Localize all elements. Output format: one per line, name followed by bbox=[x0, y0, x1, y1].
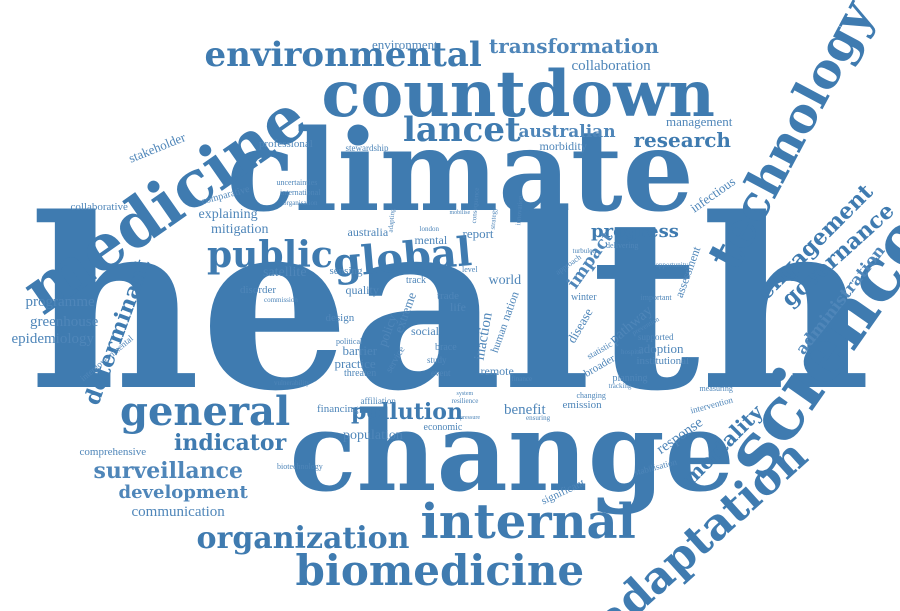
word-design: design bbox=[325, 311, 355, 324]
word-stewardship: stewardship bbox=[345, 142, 389, 153]
word-level: level bbox=[462, 265, 478, 274]
word-institutional: institutional bbox=[636, 354, 690, 367]
word-threaten: threaten bbox=[344, 368, 377, 379]
word-mitigation: mitigation bbox=[211, 222, 269, 237]
word-environmental: environmental bbox=[204, 35, 482, 75]
word-hospital: hospital bbox=[621, 347, 644, 356]
word-practice: practice bbox=[334, 355, 376, 371]
word-changing: changing bbox=[576, 391, 606, 400]
word-finance: finance bbox=[511, 374, 533, 383]
word-internal: internal bbox=[420, 494, 636, 550]
word-programme: programme bbox=[25, 293, 95, 310]
word-sensing: sensing bbox=[329, 264, 363, 277]
word-organisation: organisation bbox=[283, 198, 318, 207]
word-australia: australia bbox=[347, 225, 389, 239]
word-biomedicine: biomedicine bbox=[295, 546, 585, 595]
word-communication: communication bbox=[131, 503, 225, 520]
word-event: event bbox=[431, 367, 451, 378]
word-epidemiology: epidemiology bbox=[11, 330, 95, 347]
word-life: life bbox=[450, 300, 466, 314]
word-transformation: transformation bbox=[489, 34, 659, 58]
word-morbidity: morbidity bbox=[539, 139, 587, 153]
word-world: world bbox=[488, 273, 522, 288]
word-greenhouse: greenhouse bbox=[30, 313, 99, 330]
word-comprehensive: comprehensive bbox=[79, 445, 147, 458]
word-emission: emission bbox=[562, 398, 602, 411]
word-australian: australian bbox=[518, 121, 616, 142]
word-remote: remote bbox=[480, 364, 514, 378]
word-adoption: adoption bbox=[638, 340, 684, 356]
word-political: political bbox=[336, 337, 363, 346]
word-public: public bbox=[207, 234, 333, 276]
word-professional: professional bbox=[259, 137, 313, 150]
word-mobilise: mobilise bbox=[449, 210, 471, 216]
word-pressure: pressure bbox=[460, 415, 480, 421]
word-trade: trade bbox=[437, 289, 459, 302]
word-management: management bbox=[666, 113, 733, 129]
word-track: track bbox=[406, 275, 426, 286]
word-measuring: measuring bbox=[699, 384, 733, 393]
word-affiliation: affiliation bbox=[360, 395, 396, 406]
word-environment: environment bbox=[372, 36, 438, 52]
word-surveillance: surveillance bbox=[93, 458, 243, 484]
word-commission: commission bbox=[264, 295, 298, 304]
word-economic: economic bbox=[423, 422, 463, 433]
word-disorder: disorder bbox=[240, 283, 277, 296]
word-development: development bbox=[118, 482, 248, 503]
word-social: social bbox=[411, 324, 439, 338]
word-tracking: tracking bbox=[608, 381, 632, 390]
word-research: research bbox=[633, 128, 731, 152]
word-population: population bbox=[343, 428, 403, 443]
word-organization: organization bbox=[196, 521, 410, 556]
word-satellite: satellite bbox=[263, 265, 307, 280]
word-vulnerability: vulnerability bbox=[274, 378, 310, 387]
word-resilience: resilience bbox=[451, 396, 479, 405]
word-international: international bbox=[280, 188, 321, 197]
word-winter: winter bbox=[571, 292, 597, 303]
word-pollution: pollution bbox=[351, 399, 463, 425]
word-progress: progress bbox=[591, 221, 679, 242]
word-climate: climate bbox=[226, 106, 694, 237]
word-opportunity: opportunity bbox=[655, 260, 689, 269]
word-lancet: lancet bbox=[403, 110, 521, 150]
word-brace: brace bbox=[435, 342, 457, 353]
word-system: system bbox=[456, 391, 474, 397]
word-financing: financing bbox=[317, 402, 359, 415]
word-supported: supported bbox=[638, 331, 674, 342]
word-benefit: benefit bbox=[504, 401, 546, 418]
word-report: report bbox=[462, 225, 494, 241]
word-collaborative: collaborative bbox=[70, 200, 128, 213]
word-ensuring: ensuring bbox=[526, 413, 551, 422]
word-health: health bbox=[29, 166, 871, 443]
word-general: general bbox=[120, 388, 291, 435]
word-planning: planning bbox=[612, 373, 648, 384]
word-quality: quality bbox=[345, 283, 379, 297]
word-change: change bbox=[289, 387, 735, 516]
word-biotechnology: biotechnology bbox=[277, 462, 323, 471]
word-important: important bbox=[640, 293, 672, 302]
word-turbulent: turbulent bbox=[572, 246, 598, 255]
word-study: study bbox=[427, 354, 447, 365]
word-countdown: countdown bbox=[321, 57, 715, 132]
word-london: london bbox=[419, 224, 439, 233]
word-indicator: indicator bbox=[174, 430, 287, 456]
word-collaboration: collaboration bbox=[571, 57, 651, 74]
word-mental: mental bbox=[414, 233, 448, 247]
word-barrier: barrier bbox=[342, 342, 378, 358]
word-explaining: explaining bbox=[198, 207, 258, 222]
word-uncertainties: uncertainties bbox=[276, 178, 318, 187]
word-delivering: delivering bbox=[606, 241, 639, 250]
